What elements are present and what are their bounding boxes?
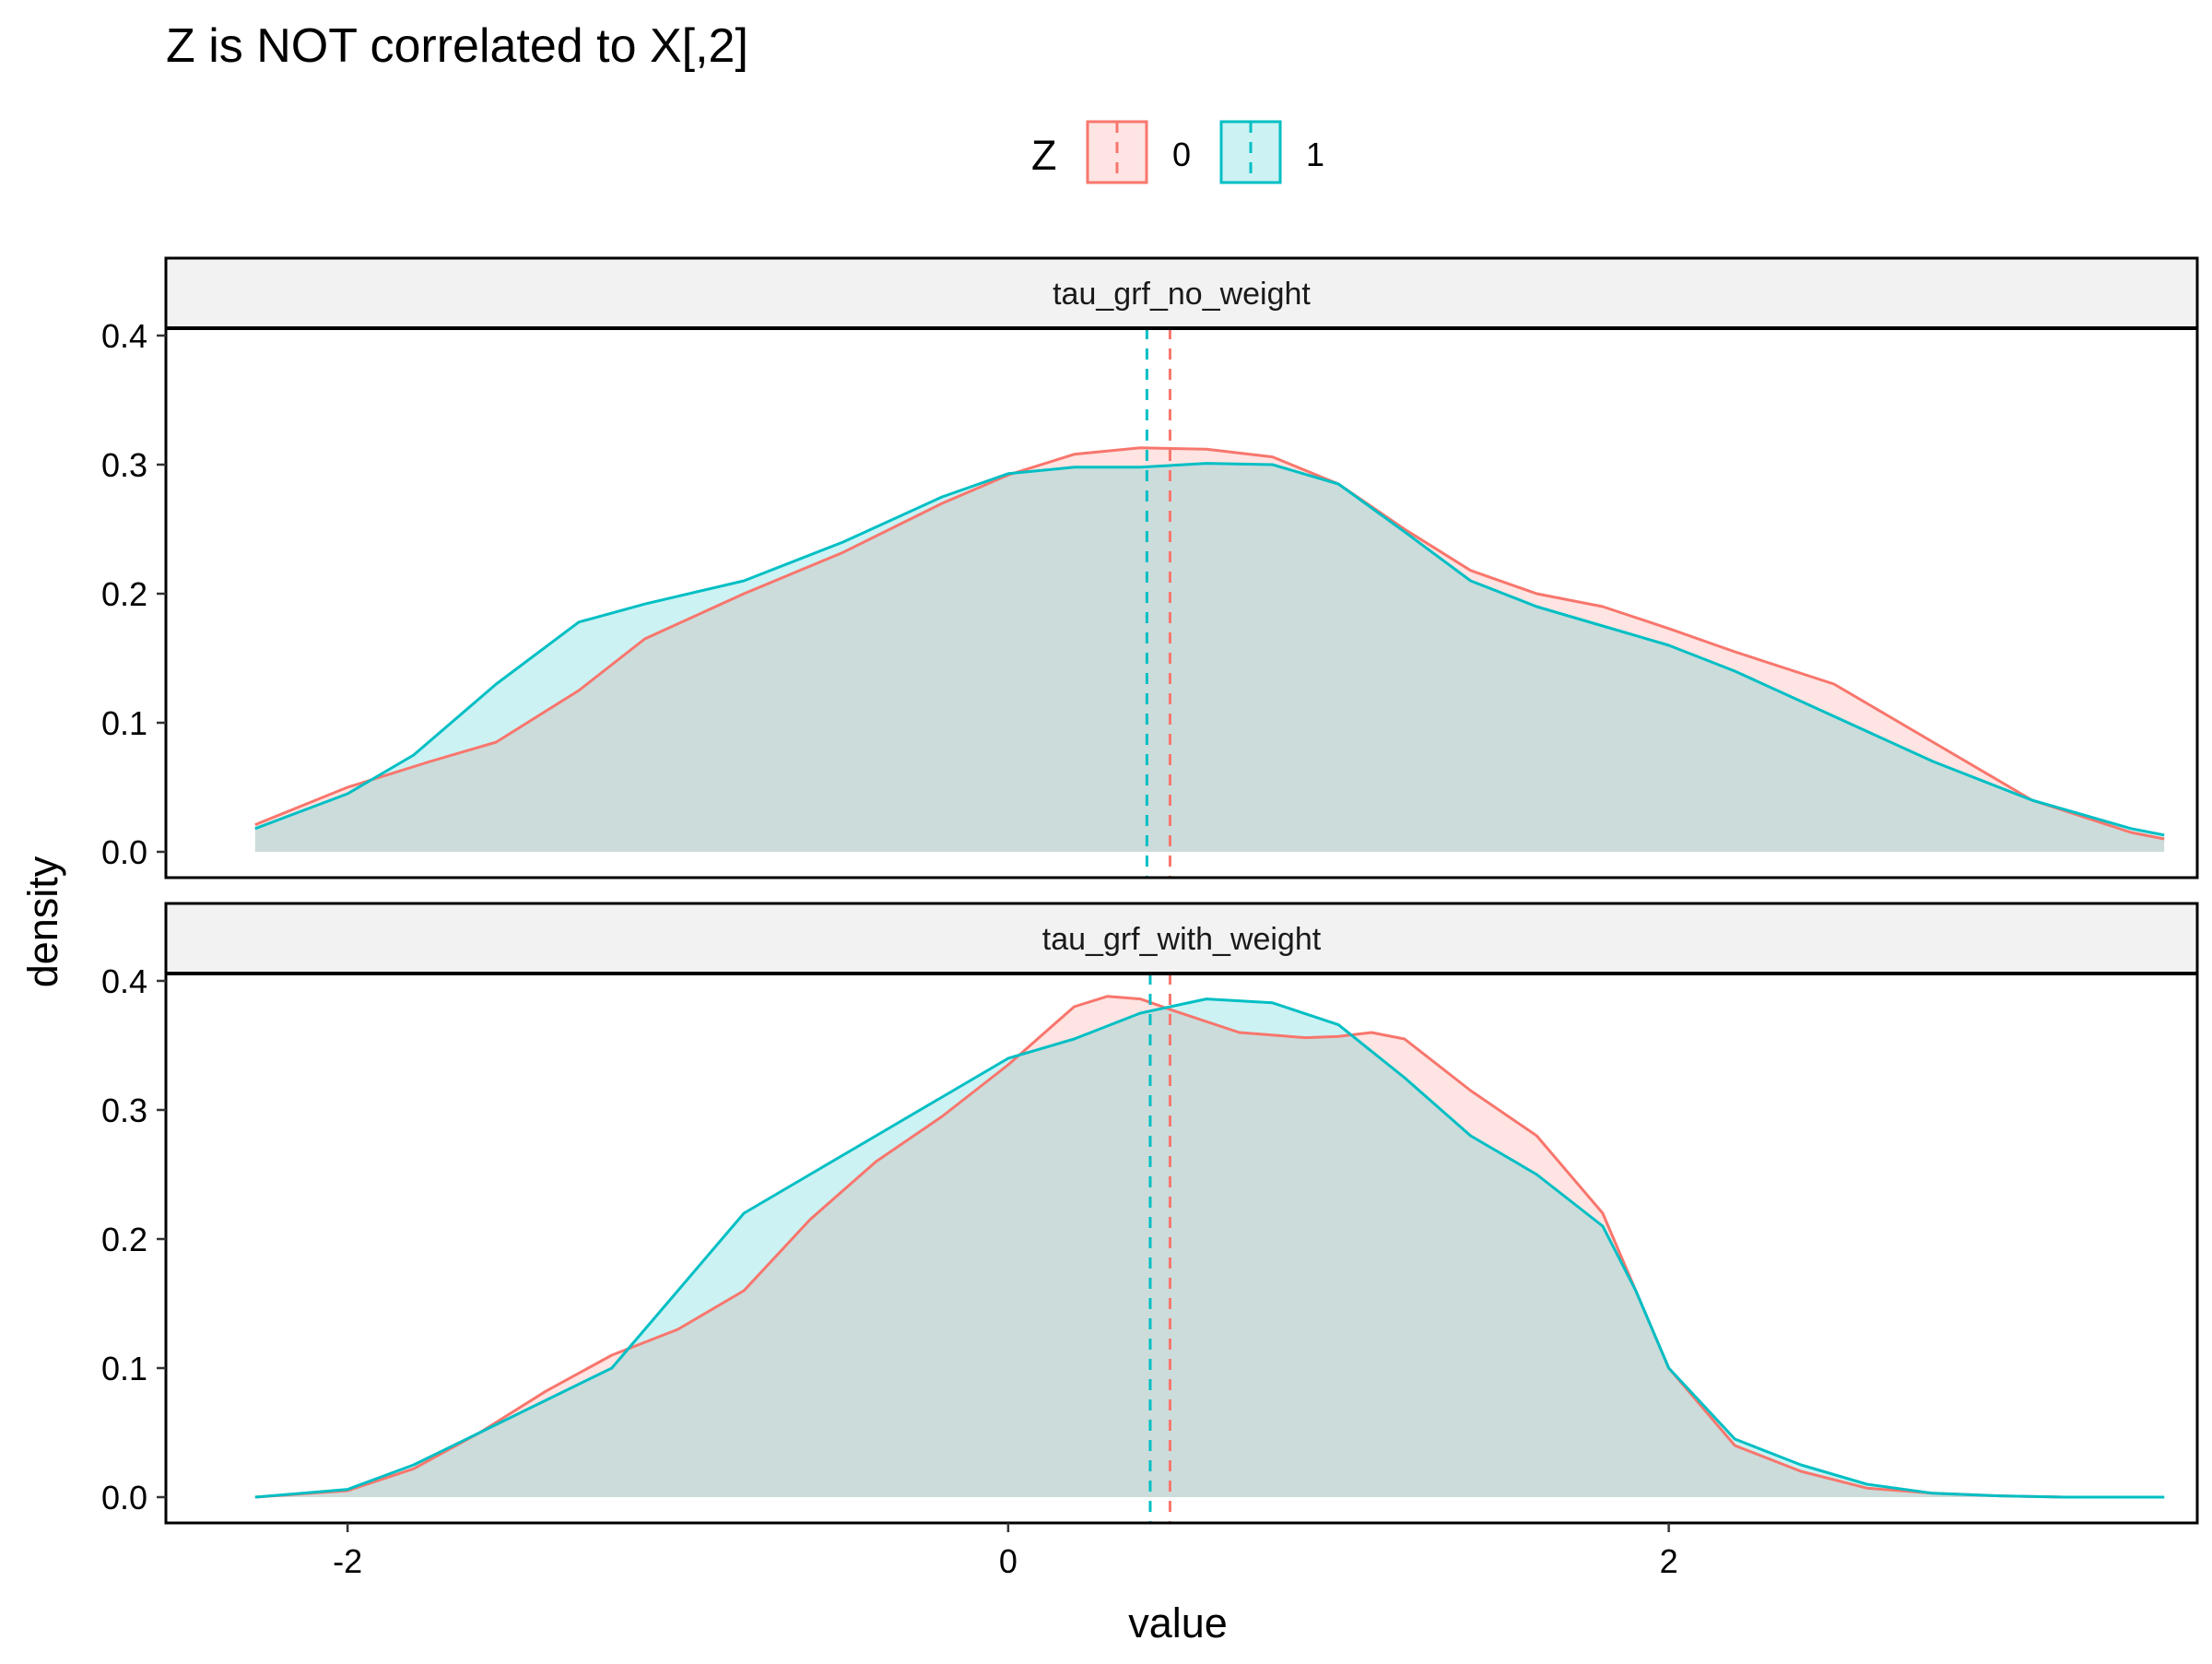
density-area-z1 xyxy=(254,998,2165,1497)
y-tick-label: 0.2 xyxy=(101,575,147,613)
density-area-z1 xyxy=(254,463,2165,852)
x-axis-label: value xyxy=(1128,1599,1228,1646)
y-tick-label: 0.0 xyxy=(101,1479,147,1516)
legend-label-0: 0 xyxy=(1172,136,1191,173)
x-tick-label: -2 xyxy=(333,1542,362,1580)
density-line-z0 xyxy=(254,446,2165,841)
panel-border xyxy=(164,256,2199,879)
strip-label: tau_grf_no_weight xyxy=(1053,277,1311,312)
x-tick-label: 2 xyxy=(1660,1542,1678,1580)
panel-tau_grf_with_weight: tau_grf_with_weight 0.0 0.1 0.2 0.3 0.4 xyxy=(101,902,2199,1525)
legend-title: Z xyxy=(1031,132,1057,179)
legend-label-1: 1 xyxy=(1306,136,1324,173)
chart-title: Z is NOT correlated to X[,2] xyxy=(166,19,748,73)
y-tick-label: 0.4 xyxy=(101,962,147,1000)
y-axis-label: density xyxy=(19,856,66,987)
panel-tau_grf_no_weight: tau_grf_no_weight 0.0 0.1 0.2 0.3 0.4 xyxy=(101,256,2199,879)
y-tick-label: 0.3 xyxy=(101,1092,147,1129)
density-line-z0 xyxy=(254,995,2165,1499)
y-tick-label: 0.2 xyxy=(101,1221,147,1258)
density-area-z0 xyxy=(254,447,2165,852)
x-axis: -2 0 2 xyxy=(333,1523,1678,1580)
y-tick-label: 0.3 xyxy=(101,446,147,484)
density-line-z1 xyxy=(254,997,2165,1499)
panels: tau_grf_no_weight0.00.10.20.30.4tau_grf_… xyxy=(101,256,2199,1525)
strip-label: tau_grf_with_weight xyxy=(1042,922,1322,957)
density-line-z1 xyxy=(254,462,2165,837)
x-tick-label: 0 xyxy=(999,1542,1018,1580)
density-area-z0 xyxy=(254,996,2165,1497)
y-tick-label: 0.4 xyxy=(101,317,147,355)
y-tick-label: 0.1 xyxy=(101,704,147,742)
y-tick-label: 0.1 xyxy=(101,1350,147,1387)
panel-border xyxy=(164,902,2199,1525)
y-tick-label: 0.0 xyxy=(101,833,147,871)
